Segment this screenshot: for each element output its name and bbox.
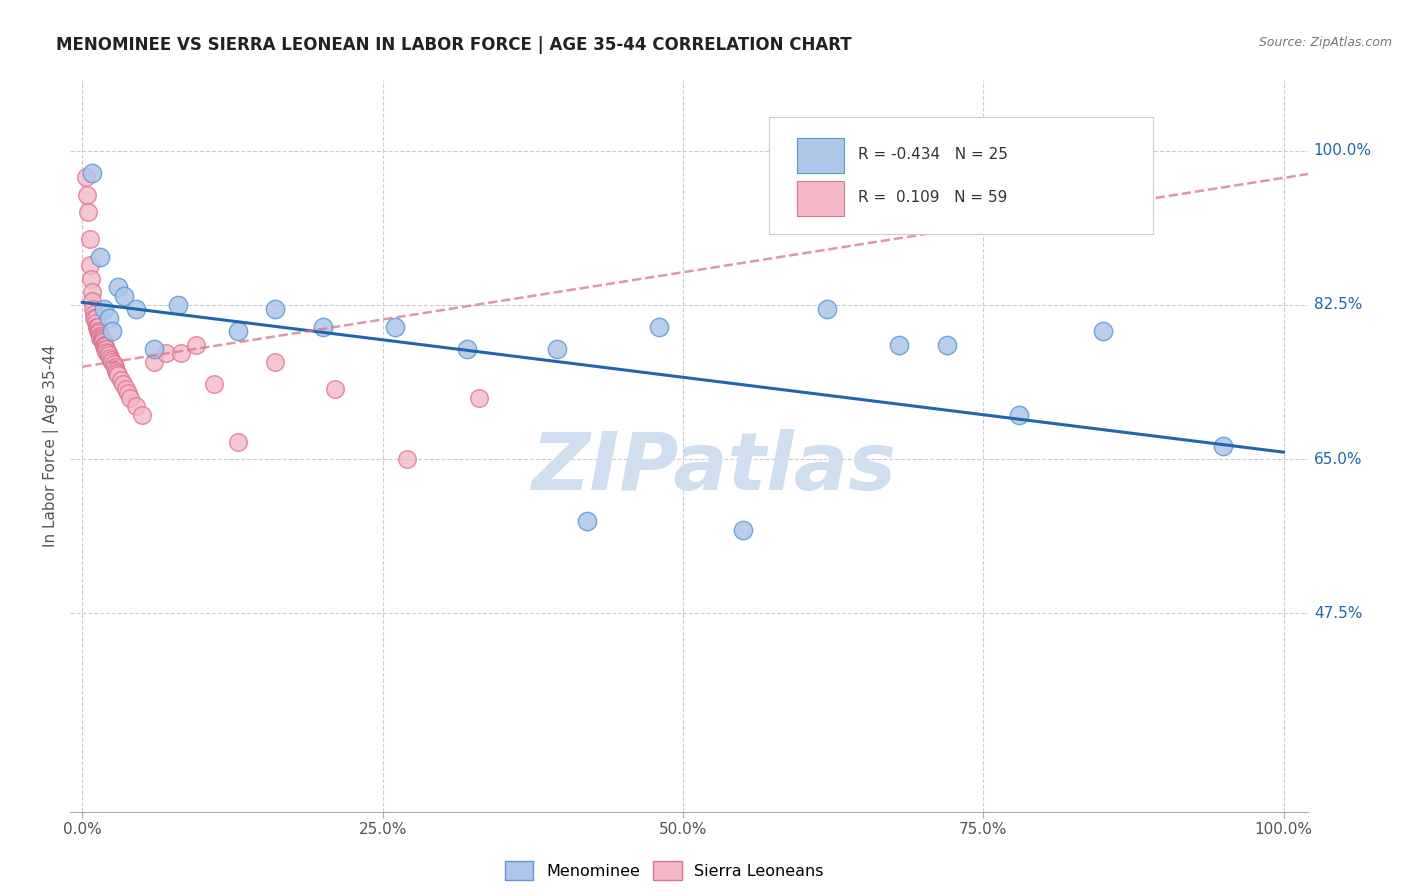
Point [648, 320, 671, 334]
Text: 82.5%: 82.5% [1313, 298, 1362, 312]
Point [263, 302, 285, 317]
Point [89, 325, 111, 339]
Point [467, 391, 489, 405]
Text: 47.5%: 47.5% [1313, 606, 1362, 621]
Point [546, 342, 568, 356]
Point [155, 346, 177, 360]
Point [107, 368, 129, 383]
Point [79, 232, 101, 246]
Point [84, 311, 107, 326]
Point [311, 320, 333, 334]
Point [170, 346, 193, 360]
Point [75, 170, 97, 185]
Point [87, 325, 110, 339]
Point [89, 326, 111, 341]
Point [125, 400, 148, 414]
Point [384, 320, 406, 334]
Point [100, 352, 122, 367]
Point [456, 342, 478, 356]
Point [87, 320, 110, 334]
Point [80, 285, 103, 299]
Point [120, 391, 142, 405]
FancyBboxPatch shape [797, 181, 844, 216]
Text: R = -0.434   N = 25: R = -0.434 N = 25 [859, 147, 1008, 162]
Point [104, 359, 127, 374]
Point [143, 355, 166, 369]
Point [815, 302, 838, 317]
Point [107, 280, 129, 294]
Point [110, 373, 132, 387]
Text: Source: ZipAtlas.com: Source: ZipAtlas.com [1258, 36, 1392, 49]
Y-axis label: In Labor Force | Age 35-44: In Labor Force | Age 35-44 [44, 345, 59, 547]
Point [731, 523, 754, 537]
Point [96, 344, 118, 359]
Point [131, 408, 153, 422]
Point [93, 339, 115, 353]
Point [167, 298, 190, 312]
Point [112, 377, 135, 392]
Point [76, 187, 98, 202]
Point [93, 302, 115, 317]
Point [96, 346, 118, 360]
Point [186, 337, 208, 351]
Point [103, 357, 125, 371]
Point [80, 293, 103, 308]
Text: R =  0.109   N = 59: R = 0.109 N = 59 [859, 190, 1008, 205]
Point [89, 250, 111, 264]
Point [575, 514, 598, 528]
Point [98, 351, 121, 365]
Text: MENOMINEE VS SIERRA LEONEAN IN LABOR FORCE | AGE 35-44 CORRELATION CHART: MENOMINEE VS SIERRA LEONEAN IN LABOR FOR… [56, 36, 852, 54]
Point [91, 334, 114, 349]
Point [79, 258, 101, 272]
Point [1092, 325, 1115, 339]
Point [101, 355, 124, 369]
Text: 100.0%: 100.0% [1313, 144, 1372, 158]
Point [97, 348, 120, 362]
Point [97, 311, 120, 326]
Point [86, 320, 108, 334]
Point [323, 382, 346, 396]
Point [395, 452, 418, 467]
Point [936, 337, 959, 351]
Point [89, 329, 111, 343]
FancyBboxPatch shape [797, 138, 844, 173]
Point [91, 333, 114, 347]
Point [263, 355, 285, 369]
Point [228, 325, 250, 339]
Point [117, 386, 139, 401]
Point [90, 330, 112, 344]
Point [96, 342, 118, 356]
Point [889, 337, 911, 351]
Point [114, 382, 136, 396]
Point [204, 377, 226, 392]
Point [83, 307, 105, 321]
Point [93, 337, 115, 351]
Point [101, 325, 124, 339]
Text: ZIPatlas: ZIPatlas [531, 429, 896, 507]
Point [228, 434, 250, 449]
Point [94, 339, 117, 353]
Point [1212, 439, 1234, 453]
Legend: Menominee, Sierra Leoneans: Menominee, Sierra Leoneans [496, 854, 832, 888]
Point [83, 311, 105, 326]
Point [89, 330, 111, 344]
Point [1008, 408, 1031, 422]
Point [143, 342, 166, 356]
Point [86, 320, 108, 334]
Point [94, 342, 117, 356]
Point [80, 271, 103, 285]
Point [80, 166, 103, 180]
Text: 65.0%: 65.0% [1313, 451, 1362, 467]
Point [82, 302, 104, 317]
FancyBboxPatch shape [769, 117, 1153, 234]
Point [112, 289, 135, 303]
Point [125, 302, 148, 317]
Point [84, 316, 107, 330]
Point [105, 366, 128, 380]
Point [90, 333, 112, 347]
Point [77, 205, 100, 219]
Point [104, 364, 127, 378]
Point [89, 329, 111, 343]
